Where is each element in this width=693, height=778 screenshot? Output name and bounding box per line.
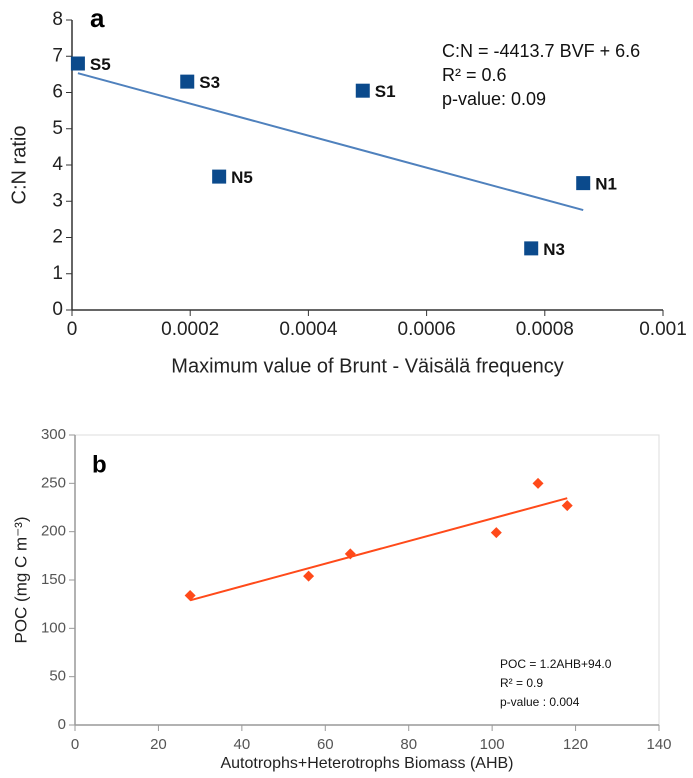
x-tick-label: 0.0004 [279, 319, 338, 340]
x-tick-label: 0 [67, 319, 78, 340]
point [212, 169, 227, 184]
point-label: S1 [375, 82, 396, 101]
point [184, 589, 196, 601]
y-tick-label: 100 [41, 619, 66, 636]
panel-label: b [92, 451, 107, 478]
y-tick-label: 7 [52, 45, 63, 66]
x-tick-label: 0.001 [639, 319, 687, 340]
y-tick-label: 250 [41, 474, 66, 491]
x-tick-label: 0 [71, 736, 79, 753]
point [561, 500, 573, 512]
point [355, 83, 370, 98]
annotation: R² = 0.9 [500, 676, 543, 690]
y-tick-label: 1 [52, 263, 63, 284]
annotation: p-value: 0.09 [442, 89, 546, 109]
point-label: N3 [543, 240, 565, 259]
x-tick-label: 0.0006 [398, 319, 456, 340]
x-tick-label: 0.0008 [516, 319, 574, 340]
x-tick-label: 0.0002 [161, 319, 219, 340]
y-tick-label: 0 [52, 299, 63, 320]
y-tick-label: 8 [52, 9, 63, 30]
annotation: p-value : 0.004 [500, 695, 580, 709]
y-axis-label: POC (mg C m⁻³) [11, 516, 30, 643]
point [70, 56, 85, 71]
point [344, 548, 356, 560]
annotation: POC = 1.2AHB+94.0 [500, 657, 612, 671]
x-axis-label: Maximum value of Brunt - Väisälä frequen… [171, 355, 563, 377]
point [576, 176, 591, 191]
x-tick-label: 140 [646, 736, 671, 753]
y-tick-label: 150 [41, 571, 66, 588]
point [490, 527, 502, 539]
x-tick-label: 100 [480, 736, 505, 753]
y-tick-label: 5 [52, 118, 63, 139]
point [532, 477, 544, 489]
point-label: N5 [231, 168, 253, 187]
y-tick-label: 200 [41, 523, 66, 540]
annotation: C:N = -4413.7 BVF + 6.6 [442, 41, 640, 61]
y-tick-label: 3 [52, 190, 63, 211]
annotation: R² = 0.6 [442, 65, 507, 85]
panel-label: a [90, 3, 105, 33]
point [524, 241, 539, 256]
point-label: S3 [199, 73, 220, 92]
point [180, 74, 195, 89]
y-tick-label: 4 [52, 154, 63, 175]
trend-line [77, 72, 584, 212]
y-tick-label: 2 [52, 227, 63, 248]
x-tick-label: 40 [234, 736, 251, 753]
y-tick-label: 0 [58, 716, 66, 733]
y-axis-label: C:N ratio [8, 126, 30, 205]
x-tick-label: 60 [317, 736, 334, 753]
plot-frame [74, 434, 660, 726]
x-tick-label: 80 [400, 736, 417, 753]
y-tick-label: 50 [49, 668, 66, 685]
y-tick-label: 300 [41, 426, 66, 443]
x-axis-label: Autotrophs+Heterotrophs Biomass (AHB) [220, 755, 513, 772]
point [303, 570, 315, 582]
y-tick-label: 6 [52, 82, 63, 103]
x-tick-label: 20 [150, 736, 167, 753]
x-tick-label: 120 [563, 736, 588, 753]
point-label: S5 [90, 55, 111, 74]
trend-line [189, 497, 568, 602]
point-label: N1 [595, 175, 617, 194]
